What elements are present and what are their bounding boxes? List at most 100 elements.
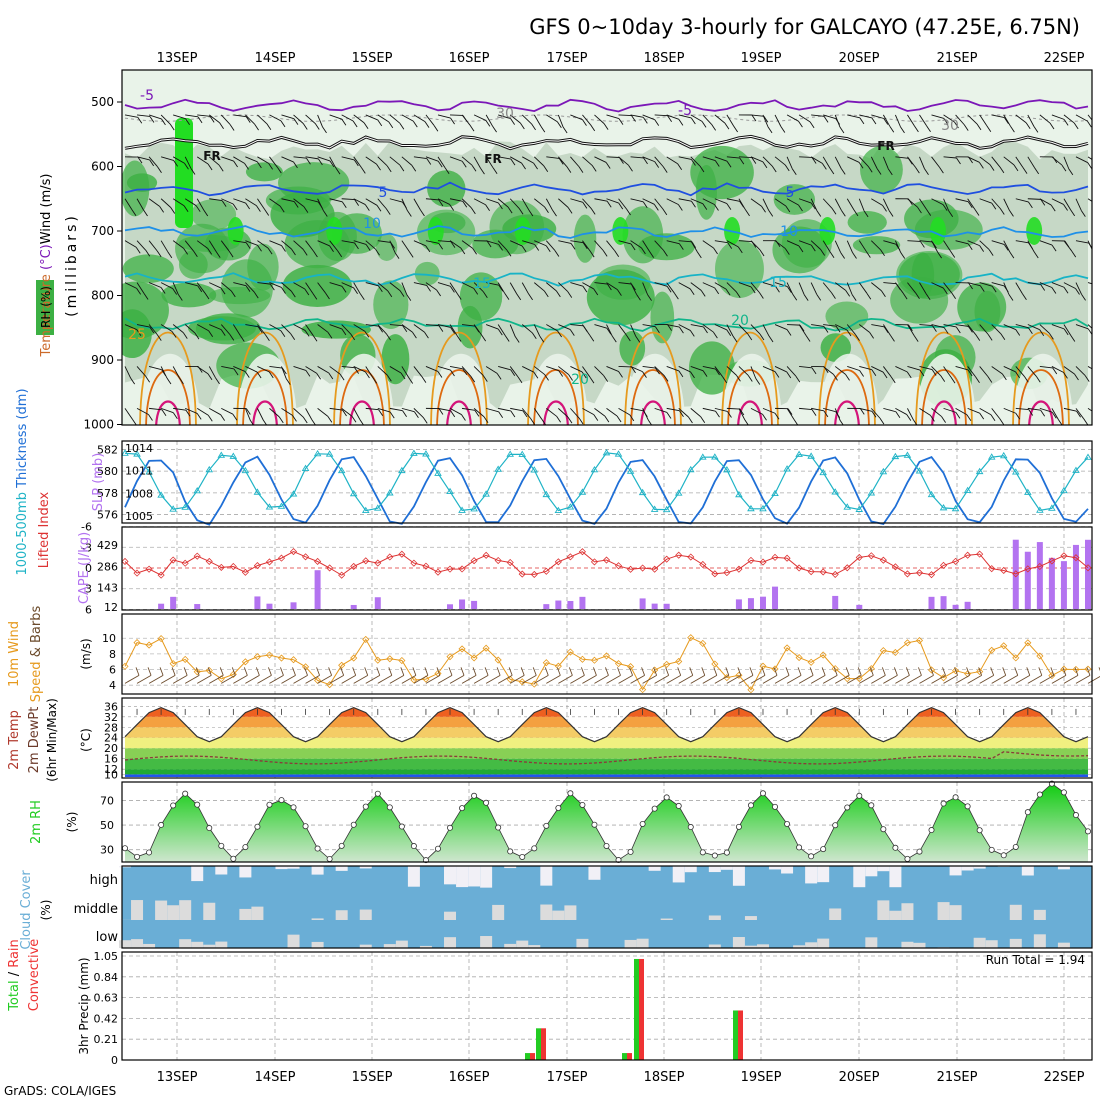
wind-barb [1003, 366, 1020, 379]
surface-wind-barb [449, 674, 465, 684]
lifted-index-marker [410, 559, 418, 567]
wind-barb-staff [269, 282, 282, 288]
wind-barb-flag [328, 372, 334, 380]
wind-barb [1027, 324, 1045, 336]
cloud-high-clear [889, 866, 902, 888]
slp-marker [771, 489, 779, 497]
wind-barb-flag [603, 123, 609, 130]
wind-barb [955, 282, 973, 290]
rh-marker [591, 821, 598, 828]
cape-bar [964, 601, 971, 609]
wind-barb-staff [979, 240, 990, 250]
wind-barb-flag [1081, 294, 1086, 301]
lifted-index-marker [976, 550, 984, 558]
lifted-index-label: Lifted Index [37, 491, 52, 568]
lifted-index-marker [434, 568, 442, 576]
wind-barb-flag [991, 202, 997, 210]
wind-barb [317, 156, 335, 168]
lifted-index-marker [639, 564, 647, 572]
surface-wind-barb-flag [376, 667, 381, 676]
wind-barb [293, 156, 311, 165]
wind-barb-flag [1008, 294, 1014, 301]
wind-barb-flag [715, 410, 720, 418]
wind-barb-staff [702, 407, 716, 412]
wind-barb-staff [955, 198, 969, 203]
wind-barb [690, 324, 708, 334]
wind-barb-flag [578, 166, 584, 173]
isotherm-label: 5 [379, 185, 388, 201]
surface-wind-barb [726, 674, 742, 684]
wind-barb [281, 114, 299, 125]
wind-barb [533, 114, 546, 133]
wind-barb-flag [157, 166, 162, 173]
wind-barb [185, 282, 203, 293]
surface-wind-barb-flag [978, 667, 983, 676]
wind-barb-staff [846, 240, 853, 253]
surface-wind-barb [630, 674, 645, 684]
wind-barb-flag [631, 366, 636, 374]
wind-barb-staff [967, 366, 976, 378]
wind-barb-staff [497, 282, 506, 294]
wind-barb-staff [702, 282, 715, 289]
wind-barb-staff [702, 114, 712, 125]
wind-barb-staff [678, 366, 691, 373]
wind-barb-flag [667, 115, 672, 122]
wind-barb [124, 156, 143, 164]
wind-barb [570, 240, 588, 249]
wind-barb-staff [798, 282, 805, 295]
wind-barb-staff [558, 282, 569, 292]
wind-barb [498, 156, 516, 166]
wind-barb-staff [196, 407, 209, 416]
wind-barb-staff [834, 114, 841, 128]
wind-barb-staff [365, 324, 379, 327]
slp-marker [145, 468, 153, 475]
wind-barb-flag [866, 251, 871, 258]
lifted-index-marker [1060, 552, 1068, 560]
wind-barb-staff [991, 240, 1005, 245]
wind-barb-staff [461, 156, 473, 166]
wind-barb [305, 156, 323, 166]
lifted-index-marker [121, 557, 129, 566]
wind-barb-staff [570, 156, 580, 167]
isotherm-dome [721, 331, 779, 425]
wind-barb-staff [498, 114, 511, 120]
wind-barb [943, 282, 956, 300]
surface-wind-barb [798, 674, 814, 684]
wind-barb-staff [245, 198, 257, 206]
cloud-low-clear [985, 940, 998, 948]
wind-barb-flag [1061, 164, 1067, 172]
wind-barb-flag [462, 368, 468, 376]
wind-barb-staff [341, 198, 355, 201]
wind-barb [919, 282, 931, 301]
wind-barb [931, 198, 948, 211]
wind-barb-staff [160, 114, 171, 125]
wind-barb [991, 156, 1005, 174]
wind-barb-staff [389, 407, 403, 412]
wind-barb [642, 156, 660, 168]
wind-barb-flag [787, 408, 793, 415]
wind-barb-flag [887, 168, 893, 176]
rh-marker [1060, 789, 1067, 796]
wind-barb [774, 366, 792, 379]
wind-barb-staff [437, 324, 451, 328]
wind-barb-staff [425, 282, 437, 291]
wind-barb-flag [581, 371, 587, 379]
wind-barb-staff [606, 366, 619, 372]
lifted-index-marker [265, 558, 274, 566]
wind-barb [666, 198, 683, 211]
wind-barb-flag [751, 114, 757, 122]
wind-barb-staff [365, 366, 374, 378]
wind-barb-staff [365, 156, 377, 165]
wind-barb-flag [558, 370, 564, 377]
precip-total-bar [622, 1053, 627, 1060]
wind-barb [750, 324, 765, 341]
cloud-low-clear [383, 944, 396, 948]
wind-barb-staff [979, 114, 988, 127]
wind-barb-staff [305, 198, 319, 203]
wind-barb [546, 156, 564, 165]
wind-barb-flag [327, 332, 333, 339]
slp-marker [386, 489, 394, 496]
rh-blob [381, 334, 410, 385]
wind-barb [810, 156, 827, 170]
wind-barb-staff [1027, 282, 1041, 285]
